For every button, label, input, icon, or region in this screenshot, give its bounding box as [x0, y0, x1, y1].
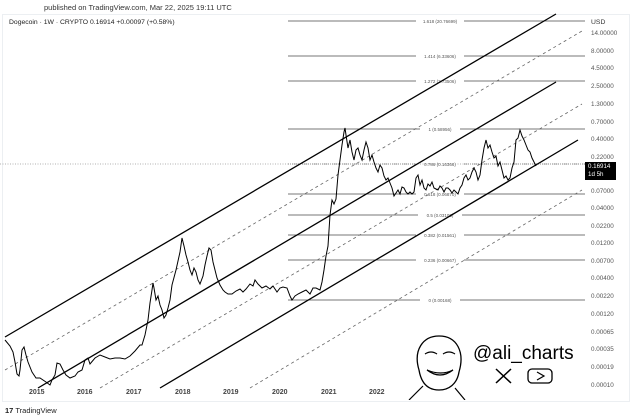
time-tick: 2019: [223, 389, 239, 396]
time-tick: 2020: [272, 389, 288, 396]
price-tick: 0.02200: [591, 223, 614, 230]
time-tick: 2016: [77, 389, 93, 396]
price-tick: 0.00010: [591, 382, 614, 389]
time-tick: 2021: [321, 389, 337, 396]
price-tick: 0.00120: [591, 311, 614, 318]
tradingview-logo[interactable]: 17 TradingView: [5, 406, 57, 415]
svg-text:0.618 (0.06870): 0.618 (0.06870): [424, 192, 456, 197]
price-tick: 0.00035: [591, 346, 614, 353]
chart-frame[interactable]: [2, 14, 630, 402]
time-tick: 2018: [175, 389, 191, 396]
price-tick: 2.50000: [591, 83, 614, 90]
youtube-icon[interactable]: [527, 368, 553, 384]
price-tick: 1.30000: [591, 101, 614, 108]
symbol-legend: Dogecoin · 1W · CRYPTO 0.16914 +0.00097 …: [9, 19, 175, 26]
svg-text:0.382 (0.01561): 0.382 (0.01561): [424, 233, 456, 238]
price-tick: 0.00019: [591, 364, 614, 371]
svg-text:1 (0.58956): 1 (0.58956): [428, 127, 452, 132]
svg-text:0.236 (0.00667): 0.236 (0.00667): [424, 258, 456, 263]
price-tick: 0.22000: [591, 154, 614, 161]
time-tick: 2022: [369, 389, 385, 396]
svg-text:0 (0.00168): 0 (0.00168): [428, 298, 452, 303]
price-tick: 0.40000: [591, 136, 614, 143]
price-tick: 14.00000: [591, 30, 618, 37]
svg-text:1.618 (20.76699): 1.618 (20.76699): [423, 19, 458, 24]
svg-text:0.786 (0.16366): 0.786 (0.16366): [424, 162, 456, 167]
svg-text:1.414 (6.33606): 1.414 (6.33606): [424, 54, 456, 59]
price-tick: 0.00220: [591, 293, 614, 300]
logo-text: TradingView: [15, 406, 57, 415]
price-tick: 4.50000: [591, 65, 614, 72]
x-icon[interactable]: [494, 367, 514, 385]
price-tick: 0.00065: [591, 329, 614, 336]
author-handle: @ali_charts: [473, 343, 574, 364]
published-note: published on TradingView.com, Mar 22, 20…: [44, 3, 232, 12]
price-tick: 0.70000: [591, 119, 614, 126]
price-axis[interactable]: USD 14.00000 8.00000 4.50000 2.50000 1.3…: [585, 14, 628, 389]
price-tick: 0.00400: [591, 275, 614, 282]
avatar-meme-face: [408, 335, 466, 400]
price-tick: 0.04000: [591, 205, 614, 212]
price-tick: 0.01200: [591, 240, 614, 247]
time-tick: 2017: [126, 389, 142, 396]
current-price-tag: 0.16914 1d 5h: [585, 162, 616, 180]
price-tick: 0.00700: [591, 258, 614, 265]
price-tick: 8.00000: [591, 48, 614, 55]
tv-logo-icon: 17: [5, 406, 14, 415]
current-price: 0.16914: [588, 163, 611, 170]
svg-text:0.5 (0.03103): 0.5 (0.03103): [427, 213, 454, 218]
time-tick: 2015: [29, 389, 45, 396]
currency-label: USD: [591, 19, 606, 26]
bar-countdown: 1d 5h: [588, 171, 604, 178]
price-tick: 0.07000: [591, 188, 614, 195]
